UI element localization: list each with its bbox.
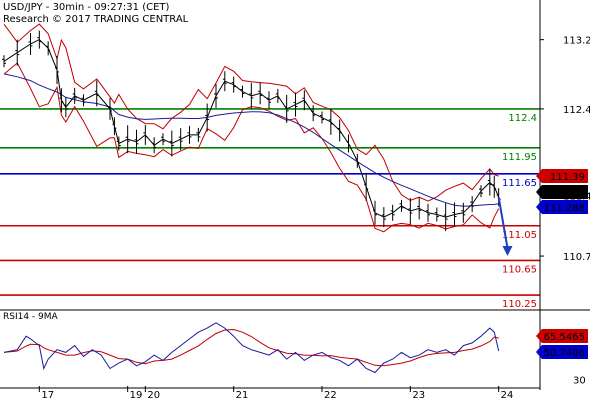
- chart-copyright: Research © 2017 TRADING CENTRAL: [3, 14, 189, 25]
- level-label: 110.65: [502, 264, 537, 275]
- price-tag-label: 111.39: [550, 172, 585, 183]
- rsi-tag: 50.7406: [536, 345, 588, 359]
- rsi-ma-line: [3, 328, 499, 367]
- moving-average: [3, 73, 499, 207]
- price-line: [3, 38, 500, 218]
- price-tags: 111.39 111.381 111.288 65.5465 50.7406: [536, 169, 588, 359]
- x-tick-label: 23: [412, 390, 425, 400]
- level-label: 110.25: [502, 299, 537, 310]
- price-series: [2, 23, 513, 257]
- price-tag-bg: [536, 185, 588, 199]
- forecast-arrow-shaft: [497, 197, 509, 249]
- price-tag: 111.39: [536, 169, 588, 183]
- x-tick-label: 19: [130, 390, 143, 400]
- x-tick-label: 24: [501, 390, 514, 400]
- price-tag-bg: [536, 200, 588, 214]
- rsi-tick-label: 30: [573, 375, 586, 386]
- rsi-title: RSI14 - 9MA: [3, 312, 58, 322]
- level-lines: 112.4 111.95 111.65 111.05 110.65 110.25: [0, 108, 540, 310]
- rsi-series: [3, 322, 500, 374]
- chart-title: USD/JPY - 30min - 09:27:31 (CET): [3, 2, 170, 13]
- x-tick-label: 20: [147, 390, 160, 400]
- level-label: 112.4: [508, 113, 537, 124]
- rsi-tag-bg: [536, 345, 588, 359]
- x-tick-label: 21: [236, 390, 249, 400]
- rsi-tag-label: 50.7406: [544, 348, 585, 359]
- y-tick-label: 110.7: [563, 252, 590, 263]
- level-label: 111.95: [502, 152, 537, 163]
- rsi-line: [3, 322, 500, 374]
- y-tick-label: 113.2: [563, 36, 590, 47]
- x-tick-label: 22: [324, 390, 337, 400]
- rsi-tag: 65.5465: [536, 329, 588, 343]
- rsi-tag-bg: [536, 329, 588, 343]
- x-tick-label: 17: [41, 390, 54, 400]
- upper-band: [3, 23, 499, 202]
- price-tag-label: 111.381: [544, 188, 585, 199]
- forecast-arrow-head: [502, 246, 513, 257]
- price-tag-label: 111.288: [544, 203, 585, 214]
- price-tag: 111.381: [536, 185, 588, 199]
- price-tag: 111.288: [536, 200, 588, 214]
- level-label: 111.05: [502, 230, 537, 241]
- rsi-tag-label: 65.5465: [544, 332, 585, 343]
- y-tick-label: 112.4: [563, 105, 590, 116]
- lower-band: [3, 62, 500, 233]
- level-label: 111.65: [502, 178, 537, 189]
- price-tag-bg: [536, 169, 588, 183]
